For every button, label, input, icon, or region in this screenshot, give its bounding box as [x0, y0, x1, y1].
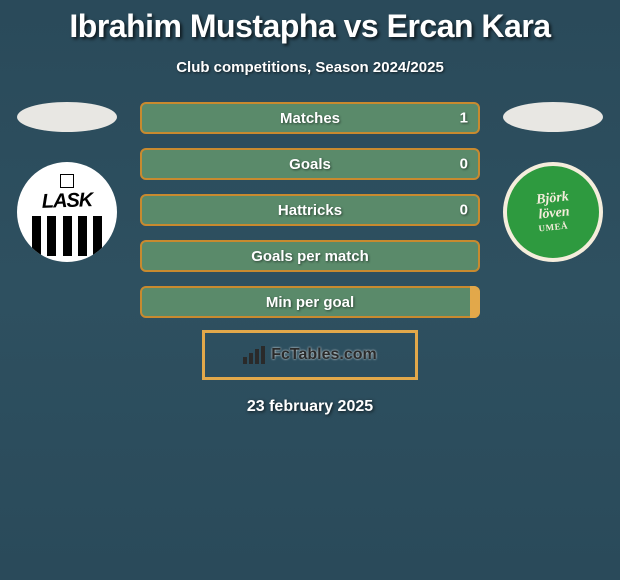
main-row: LASK Matches 1 Goals 0 Hattricks 0 [0, 102, 620, 318]
stat-accent-notch [470, 286, 480, 318]
branding-link[interactable]: FcTables.com [202, 330, 418, 380]
page-subtitle: Club competitions, Season 2024/2025 [0, 59, 620, 76]
stat-label: Min per goal [266, 294, 354, 311]
stat-bar-goals: Goals 0 [140, 148, 480, 180]
stat-value: 0 [460, 156, 468, 173]
stat-label: Goals [289, 156, 331, 173]
lask-logo-graphic: LASK [17, 162, 117, 262]
bjork-logo-subtext: UMEÅ [536, 221, 569, 234]
stat-label: Matches [280, 110, 340, 127]
stat-bar-min-per-goal: Min per goal [140, 286, 480, 318]
right-team-logo[interactable]: Björklöven UMEÅ [503, 162, 603, 262]
stat-label: Hattricks [278, 202, 342, 219]
left-team-column: LASK [12, 102, 122, 262]
stat-bar-matches: Matches 1 [140, 102, 480, 134]
page-title: Ibrahim Mustapha vs Ercan Kara [0, 8, 620, 45]
lask-badge-icon [60, 174, 74, 188]
left-team-logo[interactable]: LASK [17, 162, 117, 262]
bar-chart-icon [243, 346, 265, 364]
stat-label: Goals per match [251, 248, 369, 265]
branding-text: FcTables.com [271, 346, 377, 364]
left-shadow-ellipse [17, 102, 117, 132]
stat-value: 1 [460, 110, 468, 127]
stat-value: 0 [460, 202, 468, 219]
stats-column: Matches 1 Goals 0 Hattricks 0 Goals per … [140, 102, 480, 318]
bjork-logo-graphic: Björklöven UMEÅ [537, 192, 570, 233]
comparison-widget: Ibrahim Mustapha vs Ercan Kara Club comp… [0, 0, 620, 416]
lask-logo-text: LASK [41, 189, 92, 214]
bjork-logo-text: Björklöven [535, 190, 571, 223]
stat-bar-hattricks: Hattricks 0 [140, 194, 480, 226]
right-shadow-ellipse [503, 102, 603, 132]
lask-stripes-icon [32, 216, 102, 256]
footer-date: 23 february 2025 [0, 398, 620, 416]
right-team-column: Björklöven UMEÅ [498, 102, 608, 262]
stat-bar-goals-per-match: Goals per match [140, 240, 480, 272]
